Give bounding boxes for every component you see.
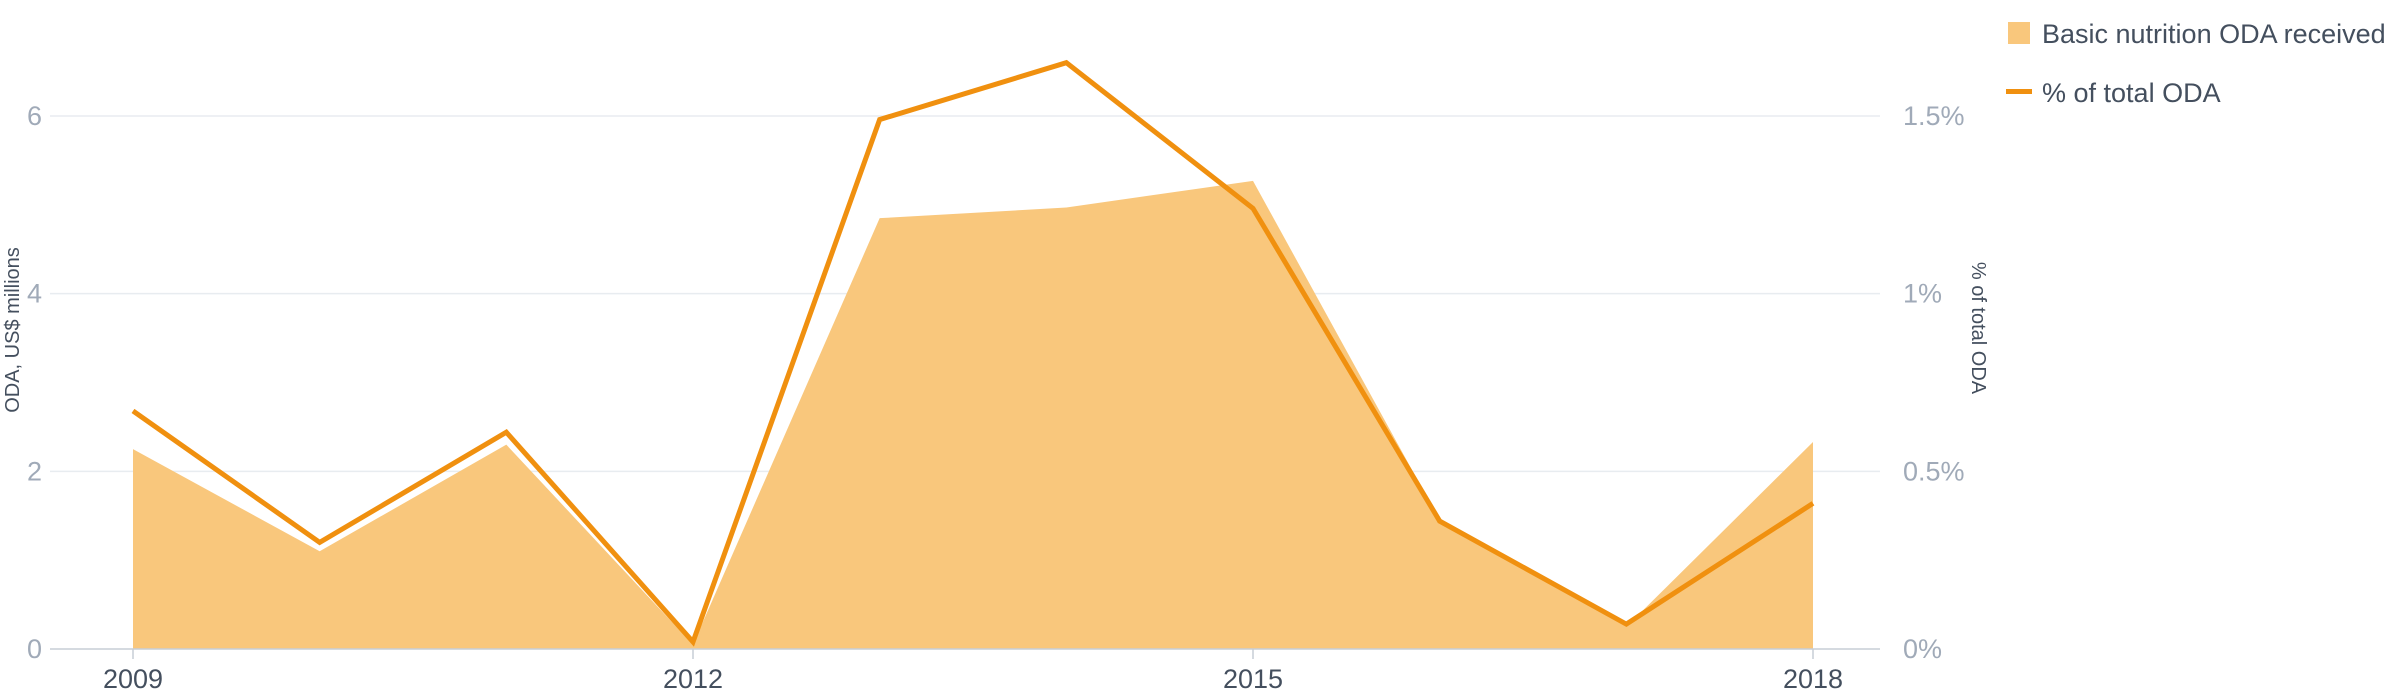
area-series-basic-nutrition — [133, 180, 1813, 649]
left-tick-label: 0 — [27, 634, 42, 664]
right-axis-ticks: 0% 0.5% 1% 1.5% — [1903, 101, 1965, 664]
x-axis-baseline — [50, 648, 1880, 659]
legend-line-swatch — [2006, 89, 2032, 94]
legend-area-swatch — [2008, 22, 2030, 44]
right-tick-label: 0.5% — [1903, 456, 1965, 486]
x-axis-ticks: 2009 2012 2015 2018 — [103, 664, 1843, 694]
line-series — [131, 59, 1815, 647]
right-axis-title: % of total ODA — [1967, 262, 1989, 395]
right-tick-label: 1.5% — [1903, 101, 1965, 131]
line-series-pct-total-oda — [131, 59, 1815, 647]
x-tick-label: 2012 — [663, 664, 723, 694]
left-axis-ticks: 0 2 4 6 — [27, 101, 42, 664]
x-tick-label: 2015 — [1223, 664, 1283, 694]
right-tick-label: 1% — [1903, 279, 1942, 309]
left-axis-title: ODA, US$ millions — [2, 247, 24, 413]
left-tick-label: 6 — [27, 101, 42, 131]
x-tick-label: 2018 — [1783, 664, 1843, 694]
area-series — [133, 180, 1813, 649]
left-tick-label: 2 — [27, 456, 42, 486]
legend: Basic nutrition ODA received % of total … — [2006, 19, 2386, 108]
legend-line-label: % of total ODA — [2042, 78, 2221, 108]
left-tick-label: 4 — [27, 279, 42, 309]
legend-area-label: Basic nutrition ODA received — [2042, 19, 2386, 49]
x-tick-label: 2009 — [103, 664, 163, 694]
right-tick-label: 0% — [1903, 634, 1942, 664]
